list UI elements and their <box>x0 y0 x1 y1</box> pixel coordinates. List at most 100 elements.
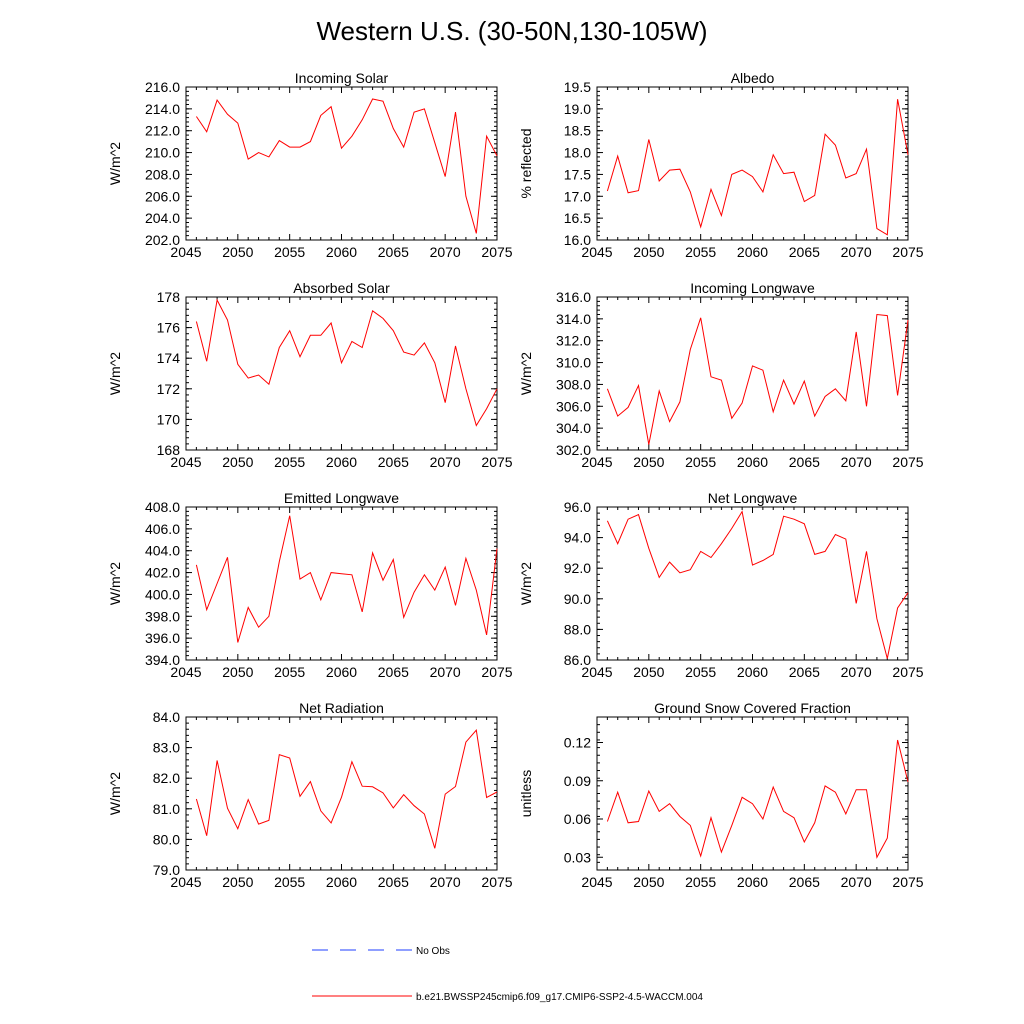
panels: Incoming Solar W/m^2 2045 2050 2055 2060 2065 2… <box>107 70 924 890</box>
y-tick-label: 402.0 <box>145 565 180 581</box>
plot-frame <box>596 716 909 871</box>
series-line-1 <box>606 313 909 445</box>
legend: No Obs b.e21.BWSSP245cmip6.f09_g17.CMIP6… <box>312 946 703 1003</box>
y-tick-label: 178 <box>157 289 181 305</box>
y-tick-label: 208.0 <box>145 166 180 182</box>
y-tick-label: 400.0 <box>145 586 180 602</box>
y-tick-label: 408.0 <box>145 499 180 515</box>
x-tick-label: 2070 <box>841 874 872 890</box>
x-tick-label: 2065 <box>378 454 409 470</box>
y-tick-label: 172 <box>157 381 181 397</box>
x-tick-label: 2065 <box>378 664 409 680</box>
x-tick-label: 2055 <box>685 874 716 890</box>
y-axis-label: W/m^2 <box>518 562 534 605</box>
y-tick-label: 204.0 <box>145 210 180 226</box>
y-tick-label: 16.5 <box>564 210 591 226</box>
x-tick-label: 2045 <box>581 244 612 260</box>
panel-title: Absorbed Solar <box>293 280 390 296</box>
y-tick-label: 306.0 <box>556 398 591 414</box>
x-tick-label: 2055 <box>274 454 305 470</box>
y-tick-label: 92.0 <box>564 560 591 576</box>
panel-title: Incoming Solar <box>295 70 389 86</box>
panel-2: Albedo % reflected 2045 2050 2055 2060 2065 207… <box>518 70 924 260</box>
x-tick-label: 2060 <box>326 454 357 470</box>
y-tick-label: 170 <box>157 411 181 427</box>
y-tick-label: 404.0 <box>145 543 180 559</box>
y-tick-label: 406.0 <box>145 521 180 537</box>
x-tick-label: 2055 <box>685 664 716 680</box>
series-line-1 <box>606 510 909 659</box>
x-tick-label: 2050 <box>633 664 664 680</box>
y-tick-label: 394.0 <box>145 652 180 668</box>
x-tick-label: 2065 <box>789 454 820 470</box>
figure-title: Western U.S. (30-50N,130-105W) <box>316 16 707 46</box>
y-axis-label: unitless <box>518 770 534 817</box>
panel-title: Albedo <box>731 70 775 86</box>
x-tick-label: 2055 <box>274 874 305 890</box>
y-axis-label: W/m^2 <box>518 352 534 395</box>
y-tick-label: 17.5 <box>564 166 591 182</box>
series-line-1 <box>195 98 498 234</box>
y-axis-label: W/m^2 <box>107 562 123 605</box>
x-tick-label: 2050 <box>222 664 253 680</box>
y-tick-label: 90.0 <box>564 591 591 607</box>
y-tick-label: 18.5 <box>564 123 591 139</box>
x-tick-label: 2060 <box>326 874 357 890</box>
plot-frame <box>185 716 498 871</box>
series-line-1 <box>195 298 498 427</box>
legend-obs-label: No Obs <box>416 946 450 957</box>
y-tick-label: 212.0 <box>145 123 180 139</box>
y-tick-label: 86.0 <box>564 652 591 668</box>
x-tick-label: 2065 <box>789 244 820 260</box>
series-line-1 <box>195 515 498 643</box>
x-tick-label: 2070 <box>430 874 461 890</box>
y-tick-label: 96.0 <box>564 499 591 515</box>
y-tick-label: 81.0 <box>153 801 180 817</box>
y-tick-label: 314.0 <box>556 311 591 327</box>
x-tick-label: 2070 <box>430 454 461 470</box>
y-axis-label: W/m^2 <box>107 142 123 185</box>
x-tick-label: 2045 <box>581 874 612 890</box>
y-tick-label: 202.0 <box>145 232 180 248</box>
x-tick-label: 2050 <box>633 244 664 260</box>
y-tick-label: 19.5 <box>564 79 591 95</box>
x-tick-label: 2075 <box>481 244 512 260</box>
x-tick-label: 2075 <box>892 244 923 260</box>
panel-3: Absorbed Solar W/m^2 2045 2050 2055 2060 2065 2… <box>107 280 513 470</box>
y-tick-label: 82.0 <box>153 770 180 786</box>
plot-frame <box>596 296 909 451</box>
y-tick-label: 0.06 <box>564 811 591 827</box>
y-tick-label: 0.12 <box>564 735 591 751</box>
y-tick-label: 94.0 <box>564 530 591 546</box>
y-tick-label: 88.0 <box>564 621 591 637</box>
x-tick-label: 2065 <box>378 244 409 260</box>
y-tick-label: 316.0 <box>556 289 591 305</box>
x-tick-label: 2060 <box>737 664 768 680</box>
x-tick-label: 2045 <box>170 454 201 470</box>
x-tick-label: 2050 <box>222 874 253 890</box>
x-tick-label: 2055 <box>274 244 305 260</box>
y-tick-label: 0.03 <box>564 849 591 865</box>
x-tick-label: 2065 <box>789 664 820 680</box>
x-tick-label: 2060 <box>326 244 357 260</box>
x-tick-label: 2050 <box>633 874 664 890</box>
y-tick-label: 80.0 <box>153 831 180 847</box>
y-tick-label: 18.0 <box>564 145 591 161</box>
y-tick-label: 79.0 <box>153 862 180 878</box>
x-tick-label: 2045 <box>581 664 612 680</box>
x-tick-label: 2060 <box>737 454 768 470</box>
legend-model-label: b.e21.BWSSP245cmip6.f09_g17.CMIP6-SSP2-4… <box>416 992 703 1003</box>
x-tick-label: 2045 <box>170 244 201 260</box>
x-tick-label: 2045 <box>170 874 201 890</box>
plot-frame <box>185 86 498 241</box>
panel-title: Net Longwave <box>708 490 798 506</box>
x-tick-label: 2055 <box>685 454 716 470</box>
y-tick-label: 176 <box>157 320 181 336</box>
y-tick-label: 84.0 <box>153 709 180 725</box>
x-tick-label: 2055 <box>274 664 305 680</box>
y-tick-label: 206.0 <box>145 188 180 204</box>
panel-title: Incoming Longwave <box>690 280 815 296</box>
x-tick-label: 2070 <box>841 244 872 260</box>
x-tick-label: 2070 <box>430 664 461 680</box>
